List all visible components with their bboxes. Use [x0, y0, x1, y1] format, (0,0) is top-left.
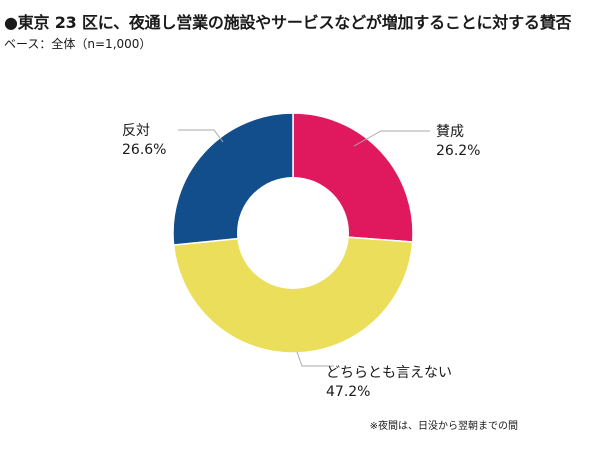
- leader-line-1: [296, 351, 334, 367]
- slice-labels: 賛成 26.2% どちらとも言えない 47.2% 反対 26.6%: [122, 123, 480, 400]
- slice-value-2: 26.6%: [122, 142, 166, 158]
- leader-lines: [178, 129, 430, 367]
- slice-label-0: 賛成: [436, 124, 464, 140]
- chart-base-note: ベース：全体（n=1,000）: [4, 37, 152, 51]
- footnote: ※夜間は、日没から翌朝までの間: [369, 421, 518, 432]
- donut-slice-1: [172, 232, 414, 354]
- slice-value-0: 26.2%: [436, 143, 480, 159]
- leader-line-0: [353, 130, 430, 147]
- slice-label-1: どちらとも言えない: [326, 365, 452, 381]
- slice-label-2: 反対: [122, 123, 150, 139]
- leader-line-2: [178, 129, 224, 143]
- chart-title: ●東京 23 区に、夜通し営業の施設やサービスなどが増加することに対する賛否: [4, 13, 572, 32]
- donut-hole: [237, 177, 349, 289]
- slice-value-1: 47.2%: [326, 384, 370, 400]
